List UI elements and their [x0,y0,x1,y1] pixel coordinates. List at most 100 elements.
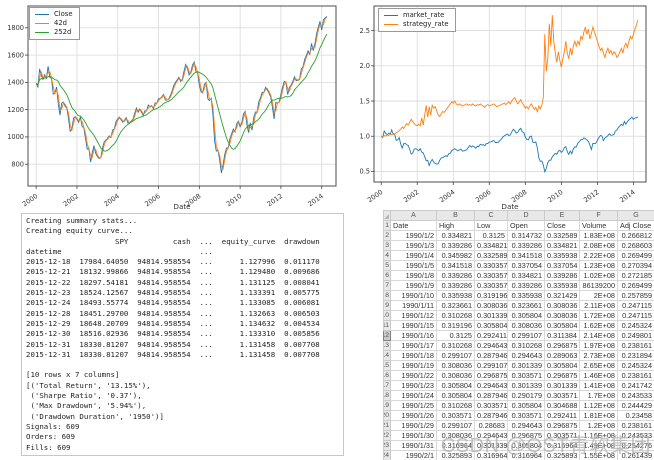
table-cell[interactable]: 1990/1/10 [390,290,437,301]
table-cell[interactable]: 0.292411 [544,410,580,421]
table-cell[interactable]: 0.314732 [507,230,545,241]
table-cell[interactable]: 0.330357 [474,260,508,271]
table-cell[interactable]: 0.310268 [436,310,475,321]
table-cell[interactable]: 0.289063 [544,350,580,361]
table-cell[interactable]: 0.308036 [436,360,475,371]
row-number[interactable]: 13 [383,340,391,351]
table-cell[interactable]: 0.334821 [507,270,545,281]
row-number[interactable]: 16 [383,370,391,381]
table-cell[interactable]: 0.294643 [507,350,545,361]
row-number[interactable]: 20 [383,410,391,421]
table-row[interactable]: 211990/1/290.2991070.286830.2946430.2968… [383,420,654,431]
table-cell[interactable]: 0.266812 [617,230,654,241]
row-number[interactable]: 3 [383,240,391,251]
table-row[interactable]: 2 1990/1/2 0.334821 0.3125 0.314732 0.332589 1… [383,230,654,241]
table-cell[interactable]: 0.269499 [617,280,654,291]
table-cell[interactable]: 0.3125 [436,330,475,341]
table-cell[interactable]: 0.323661 [436,300,475,311]
table-cell[interactable]: 0.310268 [436,400,475,411]
row-number[interactable]: 14 [383,350,391,361]
table-cell[interactable]: 1990/1/23 [390,380,437,391]
table-cell[interactable]: 1990/1/12 [390,310,437,321]
table-cell[interactable]: 0.330357 [474,280,508,291]
table-cell[interactable]: 2.65E+08 [579,360,618,371]
table-row[interactable]: 161990/1/220.3080360.2968750.3035710.296… [383,370,654,381]
table-cell[interactable]: 1990/1/30 [390,430,437,441]
table-cell[interactable]: 0.341518 [507,250,545,261]
table-cell[interactable]: 0.341518 [436,260,475,271]
table-cell[interactable]: 0.339286 [436,270,475,281]
table-cell[interactable]: 0.337054 [507,260,545,271]
table-cell[interactable]: 0.299107 [436,350,475,361]
field-header-cell[interactable]: High [436,220,475,231]
table-cell[interactable]: 0.308036 [436,370,475,381]
table-row[interactable]: 171990/1/230.3058040.2946430.3013390.301… [383,380,654,391]
table-cell[interactable]: 0.303571 [436,410,475,421]
select-all-corner[interactable] [383,210,391,221]
table-cell[interactable]: 0.245324 [617,320,654,331]
table-cell[interactable]: 0.305804 [544,360,580,371]
table-cell[interactable]: 0.305804 [436,390,475,401]
table-cell[interactable]: 0.23458 [617,410,654,421]
table-cell[interactable]: 1990/1/11 [390,300,437,311]
table-cell[interactable]: 0.337054 [544,260,580,271]
table-cell[interactable]: 0.299107 [507,330,545,341]
table-row[interactable]: 221990/1/300.3080360.2946430.2968750.303… [383,430,654,441]
table-cell[interactable]: 0.310268 [507,340,545,351]
table-cell[interactable]: 0.287946 [474,350,508,361]
table-cell[interactable]: 1990/1/16 [390,330,437,341]
table-row[interactable]: 191990/1/250.3102680.3035710.3058040.304… [383,400,654,411]
row-number[interactable]: 9 [383,300,391,311]
table-cell[interactable]: 0.287946 [474,390,508,401]
table-cell[interactable]: 1990/1/18 [390,350,437,361]
table-row[interactable]: 131990/1/170.3102680.2946430.3102680.296… [383,340,654,351]
table-cell[interactable]: 1990/1/19 [390,360,437,371]
column-header[interactable]: C [474,210,508,221]
column-header[interactable]: B [436,210,475,221]
table-cell[interactable]: 2.73E+08 [579,350,618,361]
table-cell[interactable]: 0.339286 [436,280,475,291]
table-cell[interactable]: 1.72E+08 [579,310,618,321]
table-cell[interactable]: 0.287946 [474,410,508,421]
table-cell[interactable]: 0.305804 [474,320,508,331]
table-cell[interactable]: 0.270394 [617,260,654,271]
field-header-cell[interactable]: Volume [579,220,618,231]
table-cell[interactable]: 1.23E+08 [579,260,618,271]
table-cell[interactable]: 0.308036 [507,320,545,331]
field-header-cell[interactable]: Adj Close [617,220,654,231]
table-cell[interactable]: 0.339286 [507,240,545,251]
table-cell[interactable]: 0.334821 [474,240,508,251]
table-cell[interactable]: 0.330357 [474,270,508,281]
table-cell[interactable]: 0.335938 [544,250,580,261]
table-cell[interactable]: 0.290179 [507,390,545,401]
table-cell[interactable]: 0.244429 [617,400,654,411]
table-row[interactable]: 151990/1/190.3080360.2991070.3013390.305… [383,360,654,371]
table-cell[interactable]: 1990/1/26 [390,410,437,421]
table-cell[interactable]: 1990/1/17 [390,340,437,351]
row-number[interactable]: 1 [383,220,391,231]
table-cell[interactable]: 0.247115 [617,310,654,321]
row-number[interactable]: 12 [383,330,391,341]
table-cell[interactable]: 0.238161 [617,340,654,351]
field-header-cell[interactable]: Open [507,220,545,231]
table-cell[interactable]: 1.83E+08 [579,230,618,241]
row-number[interactable]: 18 [383,390,391,401]
table-cell[interactable]: 2.08E+08 [579,240,618,251]
row-number[interactable]: 8 [383,290,391,301]
table-cell[interactable]: 1990/1/4 [390,250,437,261]
table-row[interactable]: 4 1990/1/4 0.345982 0.332589 0.341518 0.33593… [383,250,654,261]
table-cell[interactable]: 0.301339 [507,360,545,371]
table-row[interactable]: 181990/1/240.3058040.2879460.2901790.303… [383,390,654,401]
table-cell[interactable]: 0.241742 [617,380,654,391]
row-number[interactable]: 21 [383,420,391,431]
table-cell[interactable]: 0.305804 [507,310,545,321]
column-header[interactable]: D [507,210,545,221]
table-cell[interactable]: 1.46E+08 [579,370,618,381]
row-number[interactable]: 4 [383,250,391,261]
table-row[interactable]: 201990/1/260.3035710.2879460.3035710.292… [383,410,654,421]
table-cell[interactable]: 1990/1/15 [390,320,437,331]
table-row[interactable]: 111990/1/150.3191960.3058040.3080360.305… [383,320,654,331]
table-cell[interactable]: 0.310268 [436,340,475,351]
row-number[interactable]: 11 [383,320,391,331]
